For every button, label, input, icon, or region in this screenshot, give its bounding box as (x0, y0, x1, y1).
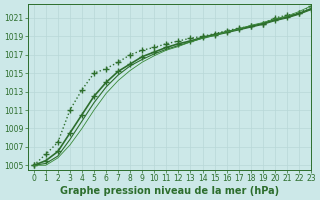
X-axis label: Graphe pression niveau de la mer (hPa): Graphe pression niveau de la mer (hPa) (60, 186, 279, 196)
